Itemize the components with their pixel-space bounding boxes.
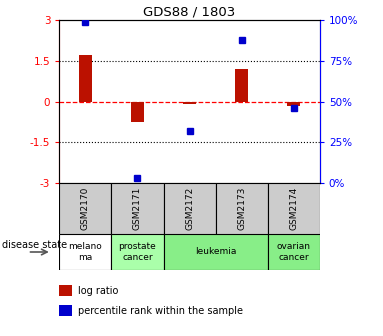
Text: prostate
cancer: prostate cancer: [119, 242, 156, 262]
Text: GSM2174: GSM2174: [289, 187, 298, 230]
Bar: [59, 234, 111, 270]
Text: GSM2172: GSM2172: [185, 187, 194, 230]
Bar: [59, 305, 72, 316]
Text: disease state: disease state: [2, 240, 67, 250]
Text: percentile rank within the sample: percentile rank within the sample: [78, 306, 242, 316]
Bar: [268, 234, 320, 270]
Bar: [59, 183, 111, 234]
Bar: [111, 183, 164, 234]
Bar: [111, 234, 164, 270]
Bar: [59, 286, 72, 296]
Bar: [79, 55, 92, 102]
Bar: [164, 234, 268, 270]
Bar: [235, 69, 248, 102]
Title: GDS88 / 1803: GDS88 / 1803: [144, 6, 236, 19]
Text: ovarian
cancer: ovarian cancer: [277, 242, 311, 262]
Bar: [131, 102, 144, 122]
Text: GSM2171: GSM2171: [133, 186, 142, 230]
Bar: [164, 183, 216, 234]
Text: GSM2173: GSM2173: [237, 186, 246, 230]
Bar: [183, 102, 196, 104]
Text: log ratio: log ratio: [78, 286, 118, 296]
Bar: [268, 183, 320, 234]
Bar: [216, 183, 268, 234]
Text: melano
ma: melano ma: [69, 242, 102, 262]
Text: GSM2170: GSM2170: [81, 186, 90, 230]
Text: leukemia: leukemia: [195, 248, 236, 256]
Bar: [287, 102, 300, 106]
